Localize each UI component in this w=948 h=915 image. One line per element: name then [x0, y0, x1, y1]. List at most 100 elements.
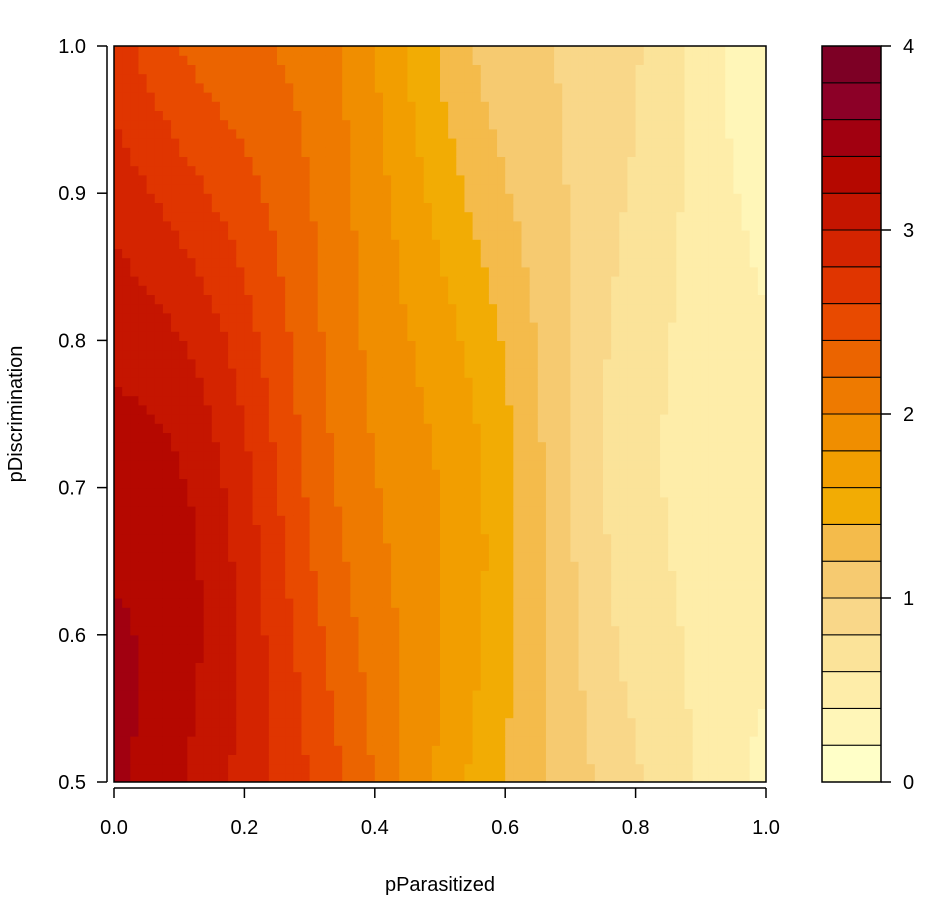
contour-cell — [586, 588, 596, 599]
contour-cell — [391, 202, 400, 213]
contour-cell — [325, 478, 335, 489]
contour-cell — [350, 312, 360, 323]
contour-cell — [431, 662, 441, 673]
contour-cell — [570, 680, 580, 691]
contour-cell — [244, 358, 254, 369]
contour-cell — [594, 303, 604, 314]
contour-cell — [252, 487, 262, 498]
contour-cell — [399, 220, 408, 231]
contour-cell — [317, 174, 327, 185]
contour-cell — [203, 607, 213, 617]
contour-cell — [146, 92, 156, 102]
contour-cell — [423, 156, 433, 167]
contour-cell — [146, 634, 156, 645]
contour-cell — [374, 460, 384, 470]
contour-cell — [195, 469, 205, 479]
contour-cell — [154, 266, 164, 277]
contour-cell — [187, 634, 197, 645]
contour-cell — [399, 708, 408, 719]
contour-cell — [545, 552, 555, 562]
contour-cell — [260, 322, 270, 332]
contour-cell — [268, 616, 278, 627]
contour-cell — [366, 644, 376, 654]
contour-cell — [293, 285, 303, 295]
contour-cell — [366, 717, 376, 728]
contour-cell — [611, 598, 620, 608]
contour-cell — [399, 634, 408, 645]
contour-cell — [619, 634, 629, 645]
contour-cell — [325, 506, 335, 516]
contour-cell — [619, 570, 629, 581]
contour-cell — [244, 285, 254, 295]
contour-cell — [594, 588, 604, 599]
contour-cell — [350, 414, 360, 424]
contour-cell — [594, 165, 604, 176]
contour-cell — [114, 423, 123, 433]
contour-cell — [603, 745, 612, 755]
contour-cell — [325, 358, 335, 369]
contour-cell — [472, 478, 482, 489]
contour-cell — [415, 717, 425, 728]
contour-cell — [334, 662, 343, 673]
contour-cell — [521, 570, 531, 581]
contour-cell — [162, 368, 172, 378]
contour-cell — [252, 386, 262, 397]
contour-cell — [431, 64, 441, 75]
contour-cell — [497, 754, 506, 765]
contour-cell — [219, 478, 229, 489]
contour-cell — [619, 680, 629, 691]
contour-cell — [537, 285, 547, 295]
contour-cell — [317, 588, 327, 599]
contour-cell — [162, 763, 172, 774]
contour-cell — [472, 404, 482, 415]
contour-cell — [529, 533, 539, 544]
contour-cell — [219, 524, 229, 535]
contour-cell — [114, 579, 123, 590]
contour-cell — [431, 598, 441, 608]
contour-cell — [154, 423, 164, 433]
contour-cell — [545, 717, 555, 728]
contour-cell — [529, 266, 539, 277]
contour-cell — [415, 680, 425, 691]
contour-cell — [529, 653, 539, 663]
contour-cell — [228, 128, 237, 139]
contour-cell — [342, 579, 351, 590]
contour-cell — [211, 64, 221, 75]
contour-cell — [611, 119, 620, 130]
contour-cell — [488, 662, 498, 673]
contour-cell — [342, 588, 351, 599]
contour-cell — [236, 432, 245, 443]
contour-cell — [374, 322, 384, 332]
contour-cell — [219, 211, 229, 222]
contour-cell — [431, 312, 441, 323]
contour-cell — [187, 754, 197, 765]
contour-cell — [260, 220, 270, 231]
contour-cell — [211, 772, 221, 782]
contour-cell — [203, 506, 213, 516]
contour-cell — [179, 266, 188, 277]
contour-cell — [554, 450, 563, 461]
contour-cell — [146, 55, 156, 65]
contour-cell — [187, 607, 197, 617]
contour-cell — [382, 478, 392, 489]
contour-cell — [562, 266, 571, 277]
contour-cell — [301, 193, 311, 203]
contour-cell — [431, 285, 441, 295]
contour-cell — [334, 266, 343, 277]
contour-cell — [472, 211, 482, 222]
contour-cell — [219, 46, 229, 56]
contour-cell — [619, 717, 629, 728]
contour-cell — [399, 119, 408, 130]
contour-cell — [154, 736, 164, 746]
contour-cell — [611, 524, 620, 535]
contour-cell — [448, 726, 457, 737]
contour-cell — [138, 128, 148, 139]
contour-cell — [562, 165, 571, 176]
contour-cell — [586, 248, 596, 259]
contour-cell — [415, 46, 425, 56]
contour-cell — [277, 73, 286, 84]
contour-cell — [122, 763, 131, 774]
contour-cell — [122, 322, 131, 332]
contour-cell — [440, 377, 449, 387]
contour-cell — [399, 542, 408, 553]
